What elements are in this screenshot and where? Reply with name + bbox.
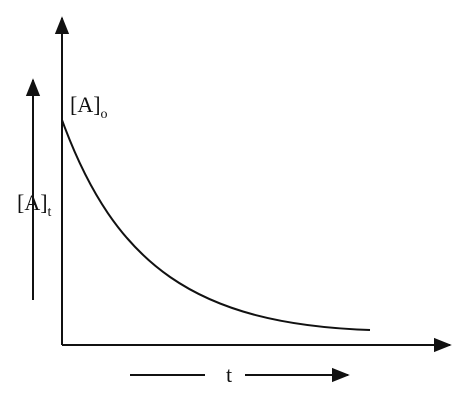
decay-curve — [61, 119, 371, 331]
time-label: t — [226, 362, 232, 387]
concentration-label: [A]t — [17, 190, 52, 220]
initial-label: [A]o — [70, 92, 108, 122]
